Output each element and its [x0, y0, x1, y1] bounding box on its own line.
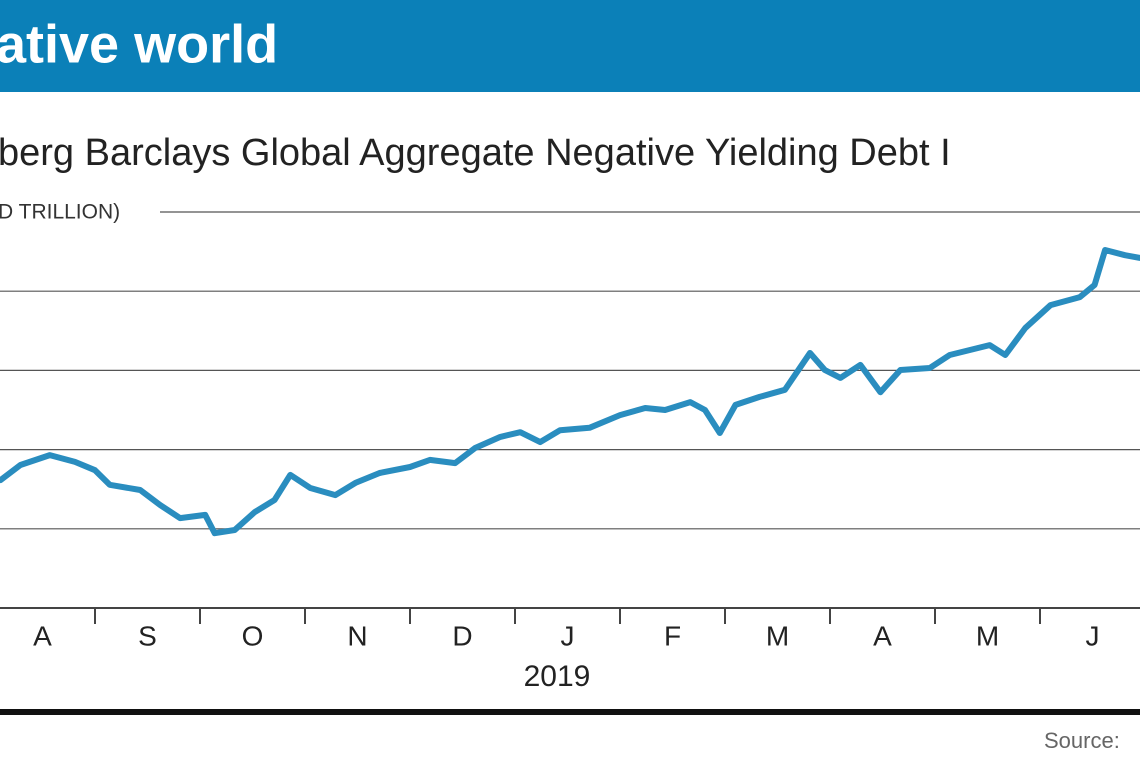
x-tick-label: M [976, 620, 999, 651]
x-tick-label: F [664, 620, 681, 651]
x-tick-label: M [766, 620, 789, 651]
chart-subtitle: berg Barclays Global Aggregate Negative … [0, 132, 951, 174]
x-tick-label: S [138, 620, 157, 651]
header-band [0, 0, 1140, 92]
x-tick-label: J [1086, 620, 1100, 651]
x-tick-label: O [242, 620, 264, 651]
chart-title: ative world [0, 14, 278, 74]
x-tick-label: A [873, 620, 892, 651]
y-axis-label: D TRILLION) [0, 201, 120, 224]
x-tick-label: D [452, 620, 472, 651]
source: Source: [1044, 728, 1120, 753]
x-tick-label: N [347, 620, 367, 651]
footer-rule [0, 709, 1140, 715]
x-tick-label: A [33, 620, 52, 651]
x-tick-label: J [561, 620, 575, 651]
year-label: 2019 [524, 660, 591, 693]
data-line [0, 247, 1140, 537]
